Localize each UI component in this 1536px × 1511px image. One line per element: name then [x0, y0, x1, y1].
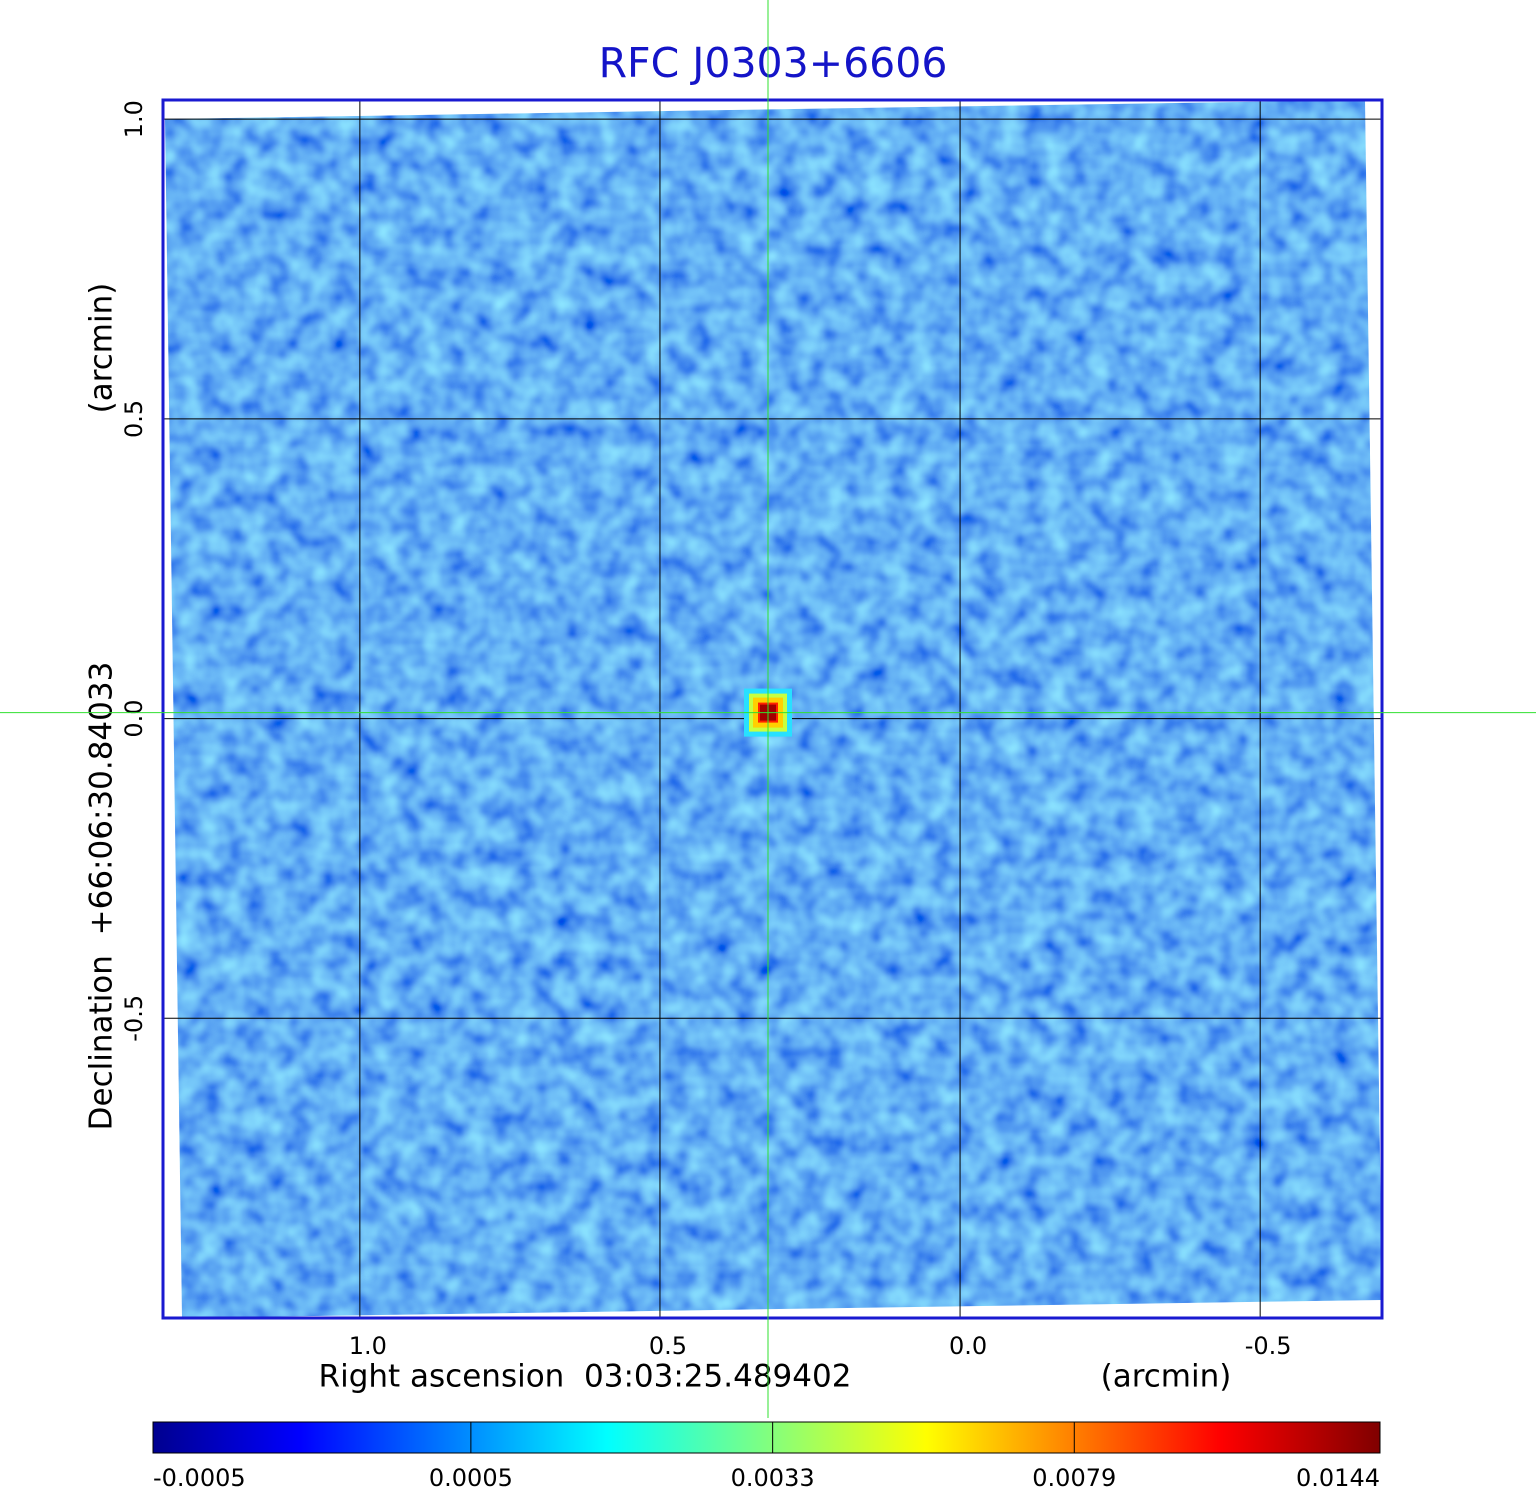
x-tick-label: -0.5	[1245, 1332, 1292, 1360]
colorbar-tick-label: -0.0005	[153, 1464, 246, 1492]
y-tick-label: 0.0	[120, 700, 148, 738]
colorbar-tick-label: 0.0005	[429, 1464, 513, 1492]
x-tick-label: 0.5	[649, 1332, 687, 1360]
y-axis-unit: (arcmin)	[84, 283, 120, 414]
y-tick-label: -0.5	[120, 995, 148, 1042]
x-axis-unit: (arcmin)	[1101, 1359, 1232, 1395]
x-axis-label: Right ascension 03:03:25.489402	[319, 1359, 852, 1395]
x-tick-label: 0.0	[949, 1332, 987, 1360]
colorbar	[152, 1421, 1381, 1454]
x-tick-label: 1.0	[349, 1332, 387, 1360]
y-axis-label: Declination +66:06:30.84033	[84, 662, 120, 1131]
y-tick-label: 1.0	[120, 100, 148, 138]
chart-title: RFC J0303+6606	[599, 39, 948, 87]
colorbar-tick-label: 0.0033	[731, 1464, 815, 1492]
y-tick-label: 0.5	[120, 400, 148, 438]
colorbar-tick-label: 0.0079	[1032, 1464, 1116, 1492]
plot-frame	[161, 98, 1384, 1320]
colorbar-tick-label: 0.0144	[1296, 1464, 1380, 1492]
